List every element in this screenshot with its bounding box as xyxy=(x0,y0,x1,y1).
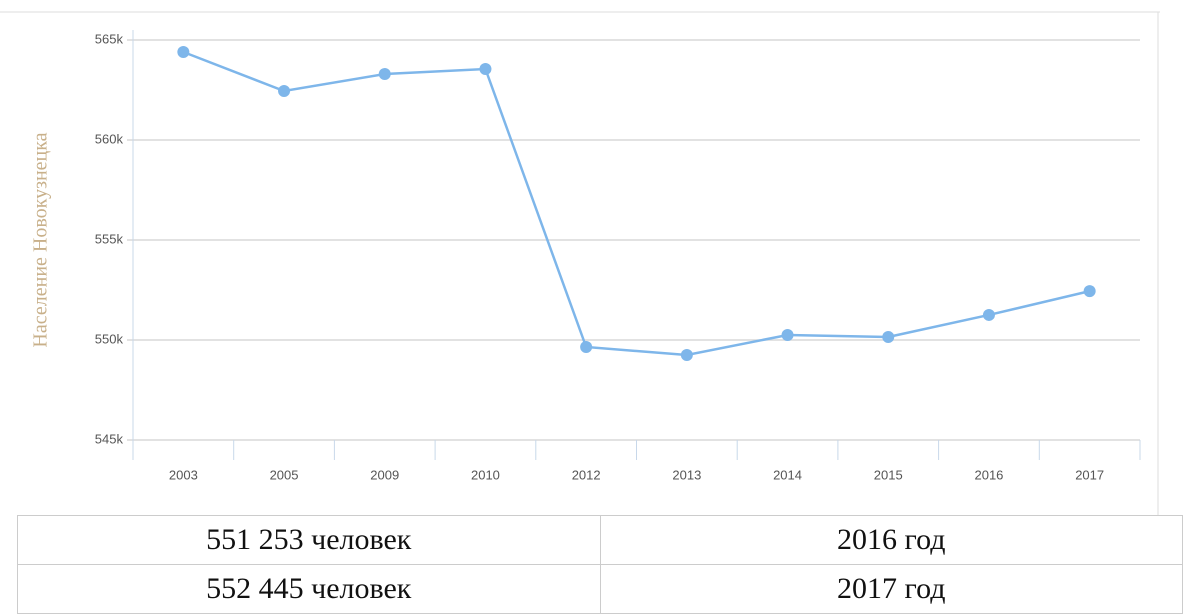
point xyxy=(177,46,190,58)
cell: 551 253 человек xyxy=(17,515,601,565)
x-tick-label: 2017 xyxy=(1075,467,1104,482)
y-tick-label: 560k xyxy=(95,131,124,146)
x-tick-label: 2015 xyxy=(874,467,903,482)
x-tick-label: 2012 xyxy=(572,467,601,482)
x-tick-label: 2016 xyxy=(974,467,1003,482)
y-tick-label: 555k xyxy=(95,231,124,246)
x-tick-label: 2005 xyxy=(270,467,299,482)
y-axis-label: Население Новокузнецка xyxy=(30,132,52,347)
x-tick-label: 2003 xyxy=(169,467,198,482)
table-row: 551 253 человек 2016 год xyxy=(17,515,1183,565)
point xyxy=(982,308,995,321)
line xyxy=(182,50,1090,357)
table: 551 253 человек 2016 год 552 445 человек 2… xyxy=(17,515,1183,614)
y-tick-label: 565k xyxy=(95,31,124,46)
point xyxy=(680,349,693,361)
point xyxy=(378,68,391,80)
x-tick-label: 2013 xyxy=(672,467,701,482)
point xyxy=(781,329,794,341)
point xyxy=(882,331,895,343)
x-tick-label: 2014 xyxy=(773,467,802,482)
point xyxy=(580,341,593,353)
point xyxy=(278,85,291,97)
cell: 2016 год xyxy=(599,515,1183,565)
point xyxy=(479,63,492,75)
x-tick-label: 2009 xyxy=(370,467,399,482)
x-tick-label: 2010 xyxy=(471,467,500,482)
chart: Население Новокузнецка 545k 550k 555k 560k 5… xyxy=(0,11,1160,515)
cell: 552 445 человек xyxy=(17,564,601,614)
point xyxy=(1083,285,1096,298)
y-tick-label: 550k xyxy=(95,331,124,346)
table-row: 552 445 человек 2017 год xyxy=(17,564,1183,614)
y-tick-label: 545k xyxy=(95,431,124,446)
cell: 2017 год xyxy=(599,564,1183,614)
